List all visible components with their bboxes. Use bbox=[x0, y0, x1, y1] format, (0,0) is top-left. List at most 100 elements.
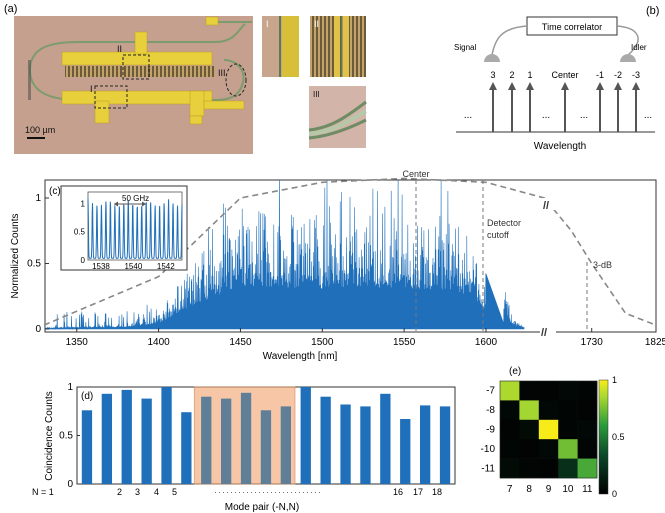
heatmap-cell bbox=[577, 419, 598, 440]
bar bbox=[161, 387, 172, 484]
bar bbox=[181, 412, 192, 484]
zoom-box-iii bbox=[225, 63, 247, 97]
panel-b: (b) Time correlator Signal Idler Wavelen… bbox=[454, 5, 659, 152]
signal-cable bbox=[491, 25, 528, 56]
spectrum-xtick-label: 1730 bbox=[581, 337, 604, 348]
bar bbox=[340, 404, 351, 484]
detector-annotation-1: Detector bbox=[487, 218, 521, 228]
bar bbox=[121, 389, 132, 484]
bar-tick-18: 18 bbox=[432, 487, 442, 497]
bar-tick-17: 17 bbox=[413, 487, 423, 497]
bar-ytick-label: 0 bbox=[67, 479, 73, 490]
heatmap-ytick-label: -8 bbox=[486, 405, 495, 416]
panel-e-label: (e) bbox=[509, 366, 521, 377]
signal-mode-label: 3 bbox=[490, 70, 495, 80]
heatmap-cell bbox=[519, 439, 540, 459]
bar-tick-2: 2 bbox=[117, 487, 122, 497]
bar bbox=[360, 406, 371, 484]
heatmap-xtick-label: 8 bbox=[526, 484, 532, 495]
time-correlator-label: Time correlator bbox=[542, 22, 602, 32]
heatmap-ytick-label: -11 bbox=[481, 463, 495, 474]
heatmap-cell bbox=[500, 439, 520, 459]
inset-trace bbox=[87, 198, 183, 259]
bar bbox=[221, 398, 232, 484]
inset-iii-label: III bbox=[313, 90, 320, 99]
bar-tick-n1: N = 1 bbox=[32, 487, 54, 497]
signal-mode-3-arrowhead bbox=[489, 82, 497, 90]
inset-ii: II bbox=[310, 16, 366, 77]
idler-label: Idler bbox=[631, 43, 647, 52]
heatmap-cell bbox=[538, 381, 559, 401]
heatmap-ytick-label: -10 bbox=[481, 444, 496, 455]
bar bbox=[420, 405, 431, 484]
heatmap-cell bbox=[500, 381, 520, 401]
spectrum-frame bbox=[44, 179, 657, 333]
colorbar-tick-label: 0 bbox=[612, 489, 617, 499]
bar-tick-16: 16 bbox=[393, 487, 403, 497]
zoom-box-ii bbox=[122, 54, 150, 80]
panel-e: (e) 7 8 9 10 11-7-8-9-10-11 00.51 bbox=[481, 366, 625, 499]
bar bbox=[280, 406, 291, 484]
spectrum-trace bbox=[45, 180, 525, 330]
inset-xtick-label: 1542 bbox=[157, 262, 175, 271]
scale-bar-label: 100 µm bbox=[25, 125, 55, 135]
inset-ytick-label: 0.5 bbox=[74, 228, 86, 237]
bar bbox=[400, 419, 411, 484]
colorbar-tick-label: 0.5 bbox=[612, 432, 625, 442]
idler-mode-label: -3 bbox=[632, 70, 640, 80]
inset-ytick-label: 0 bbox=[81, 256, 86, 265]
heatmap-cell bbox=[577, 381, 598, 401]
heatmap-ytick-label: -7 bbox=[486, 386, 495, 397]
inset-axes bbox=[87, 191, 183, 261]
center-mode-arrowhead bbox=[561, 82, 569, 90]
panel-d: 00.51 (d) N = 1 2 3 4 5 16 17 18 ·······… bbox=[32, 382, 456, 513]
chip-micrograph bbox=[14, 16, 253, 154]
spectrum-xtick-label: 1825 bbox=[645, 337, 665, 348]
bar-tick-ellipsis: ··························· bbox=[214, 487, 322, 497]
bar-ticks: 00.51 bbox=[59, 382, 80, 490]
bar bbox=[380, 393, 391, 484]
gold-electrodes bbox=[61, 16, 245, 125]
inset-ytick-label: 1 bbox=[81, 199, 86, 208]
signal-mode-2-arrowhead bbox=[508, 82, 516, 90]
callout-iii: III bbox=[218, 68, 226, 78]
heatmap-cell bbox=[558, 419, 578, 440]
ellipsis: ... bbox=[644, 110, 652, 121]
heatmap-cell bbox=[577, 458, 598, 479]
bar bbox=[101, 393, 112, 484]
axis-break-mask-top bbox=[542, 198, 556, 210]
spectrum-ticks: 1350 1400 1450 1500 1550 1600 1730 1825 0 0.5 1 bbox=[27, 193, 665, 348]
inset-ii-label: II bbox=[314, 19, 319, 29]
heatmap-cell bbox=[538, 419, 559, 440]
spectrum-ylabel: Normalized Counts bbox=[10, 213, 21, 298]
spectrum-xtick-label: 1550 bbox=[393, 337, 416, 348]
heatmap-frame bbox=[499, 380, 598, 479]
bar-ylabel: Coincidence Counts bbox=[44, 391, 55, 481]
inset-xtick-label: 1538 bbox=[92, 262, 110, 271]
heatmap-cell bbox=[577, 400, 598, 421]
colorbar-tick-label: 1 bbox=[612, 375, 617, 385]
panel-c: (c) 1350 1400 1450 1500 1550 1600 1730 1825 0 0.5… bbox=[10, 169, 665, 362]
zoom-box-i bbox=[94, 85, 128, 109]
colorbar bbox=[598, 379, 609, 495]
heatmap-cell bbox=[519, 419, 540, 440]
heatmap-cell bbox=[500, 400, 520, 421]
heatmap-cell bbox=[558, 439, 578, 459]
bar-ytick-label: 0.5 bbox=[59, 431, 73, 442]
heatmap-cells bbox=[499, 380, 598, 479]
bar-tick-4: 4 bbox=[154, 487, 159, 497]
coupler-marks bbox=[28, 60, 31, 100]
panel-d-label: (d) bbox=[81, 391, 93, 402]
heatmap-cell bbox=[558, 381, 578, 401]
ellipsis: ... bbox=[464, 110, 472, 121]
bar-tick-5: 5 bbox=[172, 487, 177, 497]
inset-i: I bbox=[262, 16, 299, 77]
heatmap-cell bbox=[500, 458, 520, 479]
heatmap-cell bbox=[538, 439, 559, 459]
inset-annotation: 50 GHz bbox=[122, 194, 149, 203]
spectrum-ytick-label: 0 bbox=[35, 324, 41, 335]
idler-mode-label: -2 bbox=[614, 70, 622, 80]
heatmap-cell bbox=[500, 419, 520, 440]
heatmap-cell bbox=[538, 458, 559, 479]
